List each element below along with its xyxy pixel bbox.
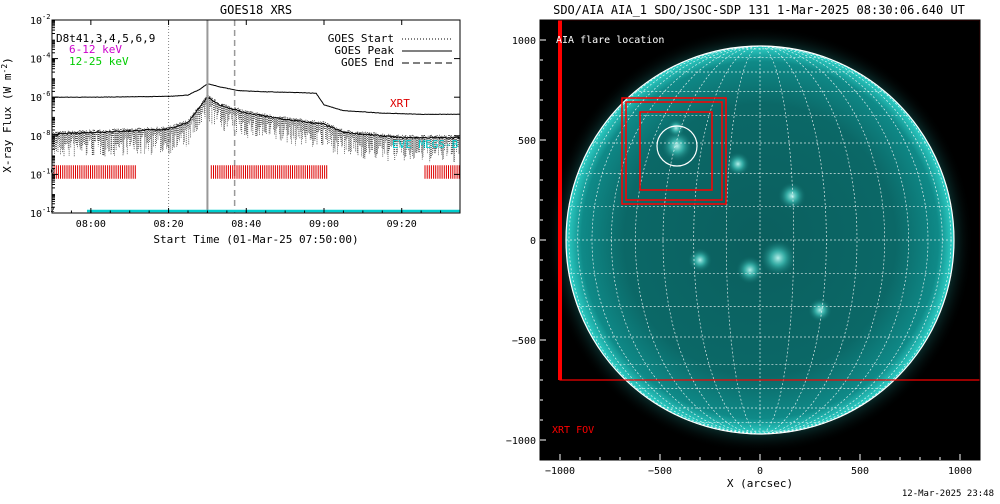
goes-y-tick-label: 10-2 [30,13,50,27]
active-region [667,119,685,137]
aia-image-chart: SDO/AIA AIA_1 SDO/JSOC-SDP 131 1-Mar-202… [506,3,981,490]
legend-goes-start: GOES Start [328,32,394,45]
goes-y-tick-base: 10 [30,93,42,104]
legend-6-12-kev: 6-12 keV [69,43,122,56]
xrt-fov-label: XRT FOV [552,425,594,436]
aia-x-axis-label: X (arcsec) [727,477,793,490]
xrt-pointing-box-1 [625,101,723,201]
goes-y-tick-base: 10 [30,209,42,220]
xrt-pointing-box-0 [621,97,727,205]
goes-x-tick-label: 08:20 [154,219,184,230]
goes-y-tick-exp: -12 [42,206,55,214]
goes-x-tick-label: 09:20 [387,219,417,230]
goes-series-long [52,83,461,116]
active-region [661,130,693,162]
goes-x-axis-label: Start Time (01-Mar-25 07:50:00) [153,233,358,246]
aia-x-tick-label: −1000 [545,466,575,477]
aia-title: SDO/AIA AIA_1 SDO/JSOC-SDP 131 1-Mar-202… [553,3,965,17]
goes-y-axis-label-sup: -2 [0,64,9,74]
goes-y-tick-base: 10 [30,170,42,181]
aia-x-tick-label: −500 [648,466,672,477]
goes-y-axis-label: X-ray Flux (W m-2) [0,57,14,173]
goes-axes: 08:00 08:20 08:40 09:00 09:2010-1210-1010-81… [30,13,461,230]
aia-flare-location-label: AIA flare location [556,35,664,46]
goes-y-tick-label: 10-10 [30,167,55,181]
goes-xrs-chart: GOES18 XRS 08:00 08:20 08:40 09:00 09:2010-1… [0,3,461,246]
goes-y-tick-label: 10-4 [30,52,50,66]
solar-limb [565,45,955,435]
aia-x-tick-label: 1000 [948,466,972,477]
xrt-obs-band-1 [210,165,328,179]
legend-goes-peak: GOES Peak [334,44,394,57]
footer-timestamp: 12-Mar-2025 23:48 [902,489,994,499]
aia-x-tick-label: 500 [851,466,869,477]
aia-plot-area [540,20,980,460]
xrt-label: XRT [390,97,410,110]
goes-y-axis-label-close: ) [1,57,14,64]
aia-x-tick-label: 0 [757,466,763,477]
goes-series-short [51,95,461,140]
aia-y-tick-label: −500 [512,336,536,347]
active-region [778,182,806,210]
goes-y-tick-base: 10 [30,16,42,27]
goes-y-tick-base: 10 [30,132,42,143]
goes-frame [51,19,461,214]
goes-y-tick-exp: -4 [42,52,50,60]
aia-y-tick-label: 1000 [512,36,536,47]
legend-goes-end: GOES End [341,56,394,69]
goes-title: GOES18 XRS [220,3,292,17]
goes-x-tick-label: 08:40 [231,219,261,230]
active-region [808,298,832,322]
goes-y-tick-label: 10-6 [30,90,50,104]
aia-y-tick-label: 500 [518,136,536,147]
legend-12-25-kev: 12-25 keV [69,55,129,68]
goes-y-tick-exp: -8 [42,129,50,137]
aia-axes: −1000 −500 0 500 1000 −1000 −500 0 500 1000 [506,19,981,477]
goes-noise-band [51,94,461,163]
active-region [688,248,712,272]
goes-y-tick-exp: -6 [42,90,50,98]
goes-y-tick-exp: -2 [42,13,50,21]
active-region [726,152,750,176]
aia-y-tick-label: −1000 [506,436,536,447]
goes-y-tick-exp: -10 [42,167,55,175]
goes-right-legend: GOES Start GOES Peak GOES End [328,32,452,69]
goes-y-tick-label: 10-8 [30,129,50,143]
goes-x-tick-label: 09:00 [309,219,339,230]
active-region [736,256,764,284]
flare-location-circle [656,125,698,167]
eve-megs-b-label: EVE MEGS-B [392,138,459,151]
aia-y-tick-label: 0 [530,236,536,247]
goes-y-tick-base: 10 [30,55,42,66]
goes-x-tick-label: 08:00 [76,219,106,230]
goes-y-tick-label: 10-12 [30,206,55,220]
xrt-obs-band-0 [51,165,136,179]
active-region [760,240,796,276]
goes-y-axis-label-main: X-ray Flux (W m [1,73,14,173]
heliographic-grid [565,45,955,435]
goes-left-legend: D8t41,3,4,5,6,9 6-12 keV 12-25 keV [56,32,155,68]
xrt-obs-band-2 [424,165,460,179]
xrt-pointing-box-2 [639,111,713,191]
goes-plot-area [51,20,461,213]
legend-detectors: D8t41,3,4,5,6,9 [56,32,155,45]
